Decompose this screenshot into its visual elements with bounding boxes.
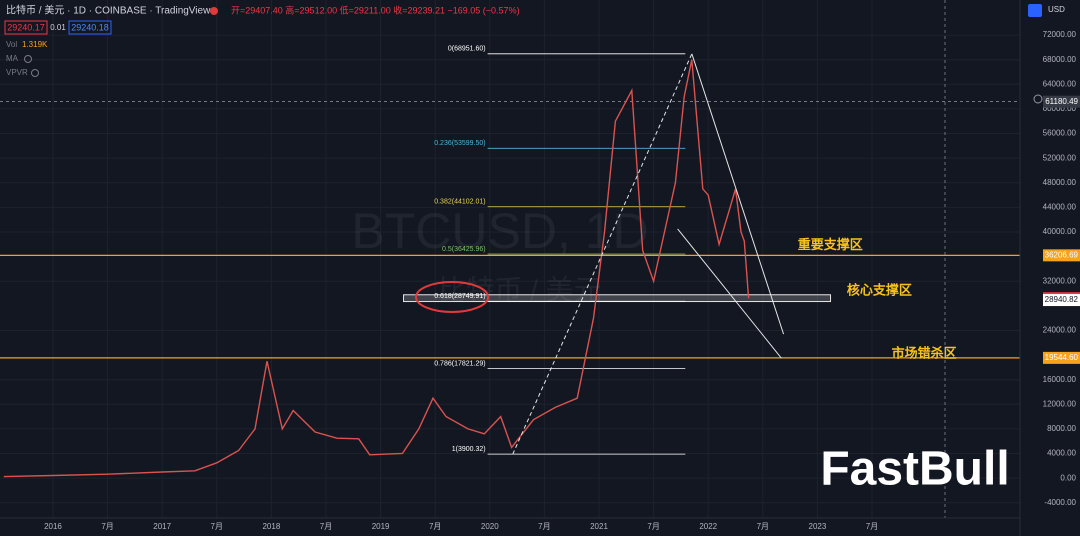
price-badge — [1043, 351, 1080, 364]
y-tick-label: 8000.00 — [1047, 424, 1076, 433]
x-tick-label: 7月 — [647, 522, 659, 531]
bid: 29240.17 — [7, 22, 45, 32]
x-tick-label: 2022 — [699, 522, 717, 531]
y-tick-label: 12000.00 — [1043, 399, 1077, 408]
indicator-value: 1.319K — [22, 40, 48, 49]
fib-label: 1(3900.32) — [452, 446, 486, 453]
y-tick-label: 16000.00 — [1043, 375, 1077, 384]
x-tick-label: 7月 — [538, 522, 550, 531]
watermark: BTCUSD, 1D — [351, 203, 648, 259]
x-tick-label: 7月 — [757, 522, 769, 531]
fib-label: 0.5(36425.96) — [442, 246, 486, 253]
price-badge-label: 28940.82 — [1045, 295, 1079, 304]
price-badge-label: 36206.69 — [1045, 250, 1079, 259]
trendline — [691, 53, 785, 335]
visibility-icon — [24, 55, 32, 63]
add-button[interactable] — [1033, 94, 1043, 104]
x-tick-label: 2016 — [44, 522, 62, 531]
annotation: 市场错杀区 — [892, 345, 957, 360]
x-tick-label: 2023 — [809, 522, 827, 531]
fib-label: 0.382(44102.01) — [434, 199, 485, 206]
y-tick-label: 4000.00 — [1047, 449, 1076, 458]
y-tick-label: 0.00 — [1060, 473, 1076, 482]
x-tick-label: 7月 — [320, 522, 332, 531]
y-tick-label: 48000.00 — [1043, 178, 1077, 187]
fib-label: 0(68951.60) — [448, 46, 486, 53]
x-tick-label: 2020 — [481, 522, 499, 531]
x-tick-label: 7月 — [211, 522, 223, 531]
x-tick-label: 7月 — [866, 522, 878, 531]
price-badge-label: 19544.60 — [1045, 353, 1079, 362]
y-tick-label: 60000.00 — [1043, 104, 1077, 113]
axes: 72000.00 68000.00 64000.00 60000.00 56000.00… — [44, 30, 1080, 531]
y-tick-label: -4000.00 — [1044, 498, 1076, 507]
y-tick-label: 40000.00 — [1043, 227, 1077, 236]
fib-label: 0.786(17821.29) — [434, 360, 485, 367]
fib-label: 0.618(28749.91) — [434, 293, 485, 300]
currency: USD — [1048, 5, 1065, 14]
spread: 0.01 — [50, 23, 66, 32]
ohlc: 开=29407.40 高=29512.00 低=29211.00 收=29239… — [231, 4, 520, 15]
x-tick-label: 2019 — [372, 522, 390, 531]
price-badge — [1043, 294, 1080, 307]
price-badge — [1043, 95, 1080, 108]
x-tick-label: 2018 — [262, 522, 280, 531]
y-tick-label: 32000.00 — [1043, 276, 1077, 285]
symbol-title: 比特币 / 美元 · 1D · COINBASE · TradingView — [6, 4, 211, 17]
y-tick-label: 24000.00 — [1043, 326, 1077, 335]
ask: 29240.18 — [71, 22, 109, 32]
x-tick-label: 2017 — [153, 522, 171, 531]
watermark-sub: 比特币 / 美元 — [438, 274, 601, 305]
y-tick-label: 52000.00 — [1043, 153, 1077, 162]
indicator-name: MA — [6, 54, 19, 63]
x-tick-label: 7月 — [101, 522, 113, 531]
price-badge-label: 61180.49 — [1045, 97, 1078, 106]
indicator-name: Vol — [6, 40, 17, 49]
brand-watermark: FastBull — [820, 443, 1009, 496]
visibility-icon — [31, 69, 39, 77]
settings-button[interactable] — [1028, 4, 1042, 17]
bid-box[interactable] — [4, 20, 48, 35]
price-axis — [1020, 0, 1080, 536]
trendline — [512, 53, 693, 455]
price-badge — [1043, 249, 1080, 262]
y-tick-label: 72000.00 — [1043, 30, 1077, 39]
y-tick-label: 68000.00 — [1043, 55, 1077, 64]
status-dot — [210, 7, 218, 15]
y-tick-label: 64000.00 — [1043, 79, 1077, 88]
annotation: 核心支撑区 — [847, 283, 912, 298]
annotation: 重要支撑区 — [798, 237, 863, 252]
fib-label: 0.236(53599.50) — [434, 140, 485, 147]
highlight-ellipse — [415, 281, 489, 313]
plot: 0(68951.60) 0.236(53599.50) 0.382(44102.01… — [0, 46, 1020, 478]
trendline — [677, 228, 782, 359]
price-line — [3, 59, 750, 478]
y-tick-label: 56000.00 — [1043, 129, 1077, 138]
x-tick-label: 7月 — [429, 522, 441, 531]
indicator-name: VPVR — [6, 68, 28, 77]
ask-box[interactable] — [68, 20, 112, 35]
grid — [0, 0, 1020, 518]
x-tick-label: 2021 — [590, 522, 608, 531]
y-tick-label: 44000.00 — [1043, 202, 1077, 211]
